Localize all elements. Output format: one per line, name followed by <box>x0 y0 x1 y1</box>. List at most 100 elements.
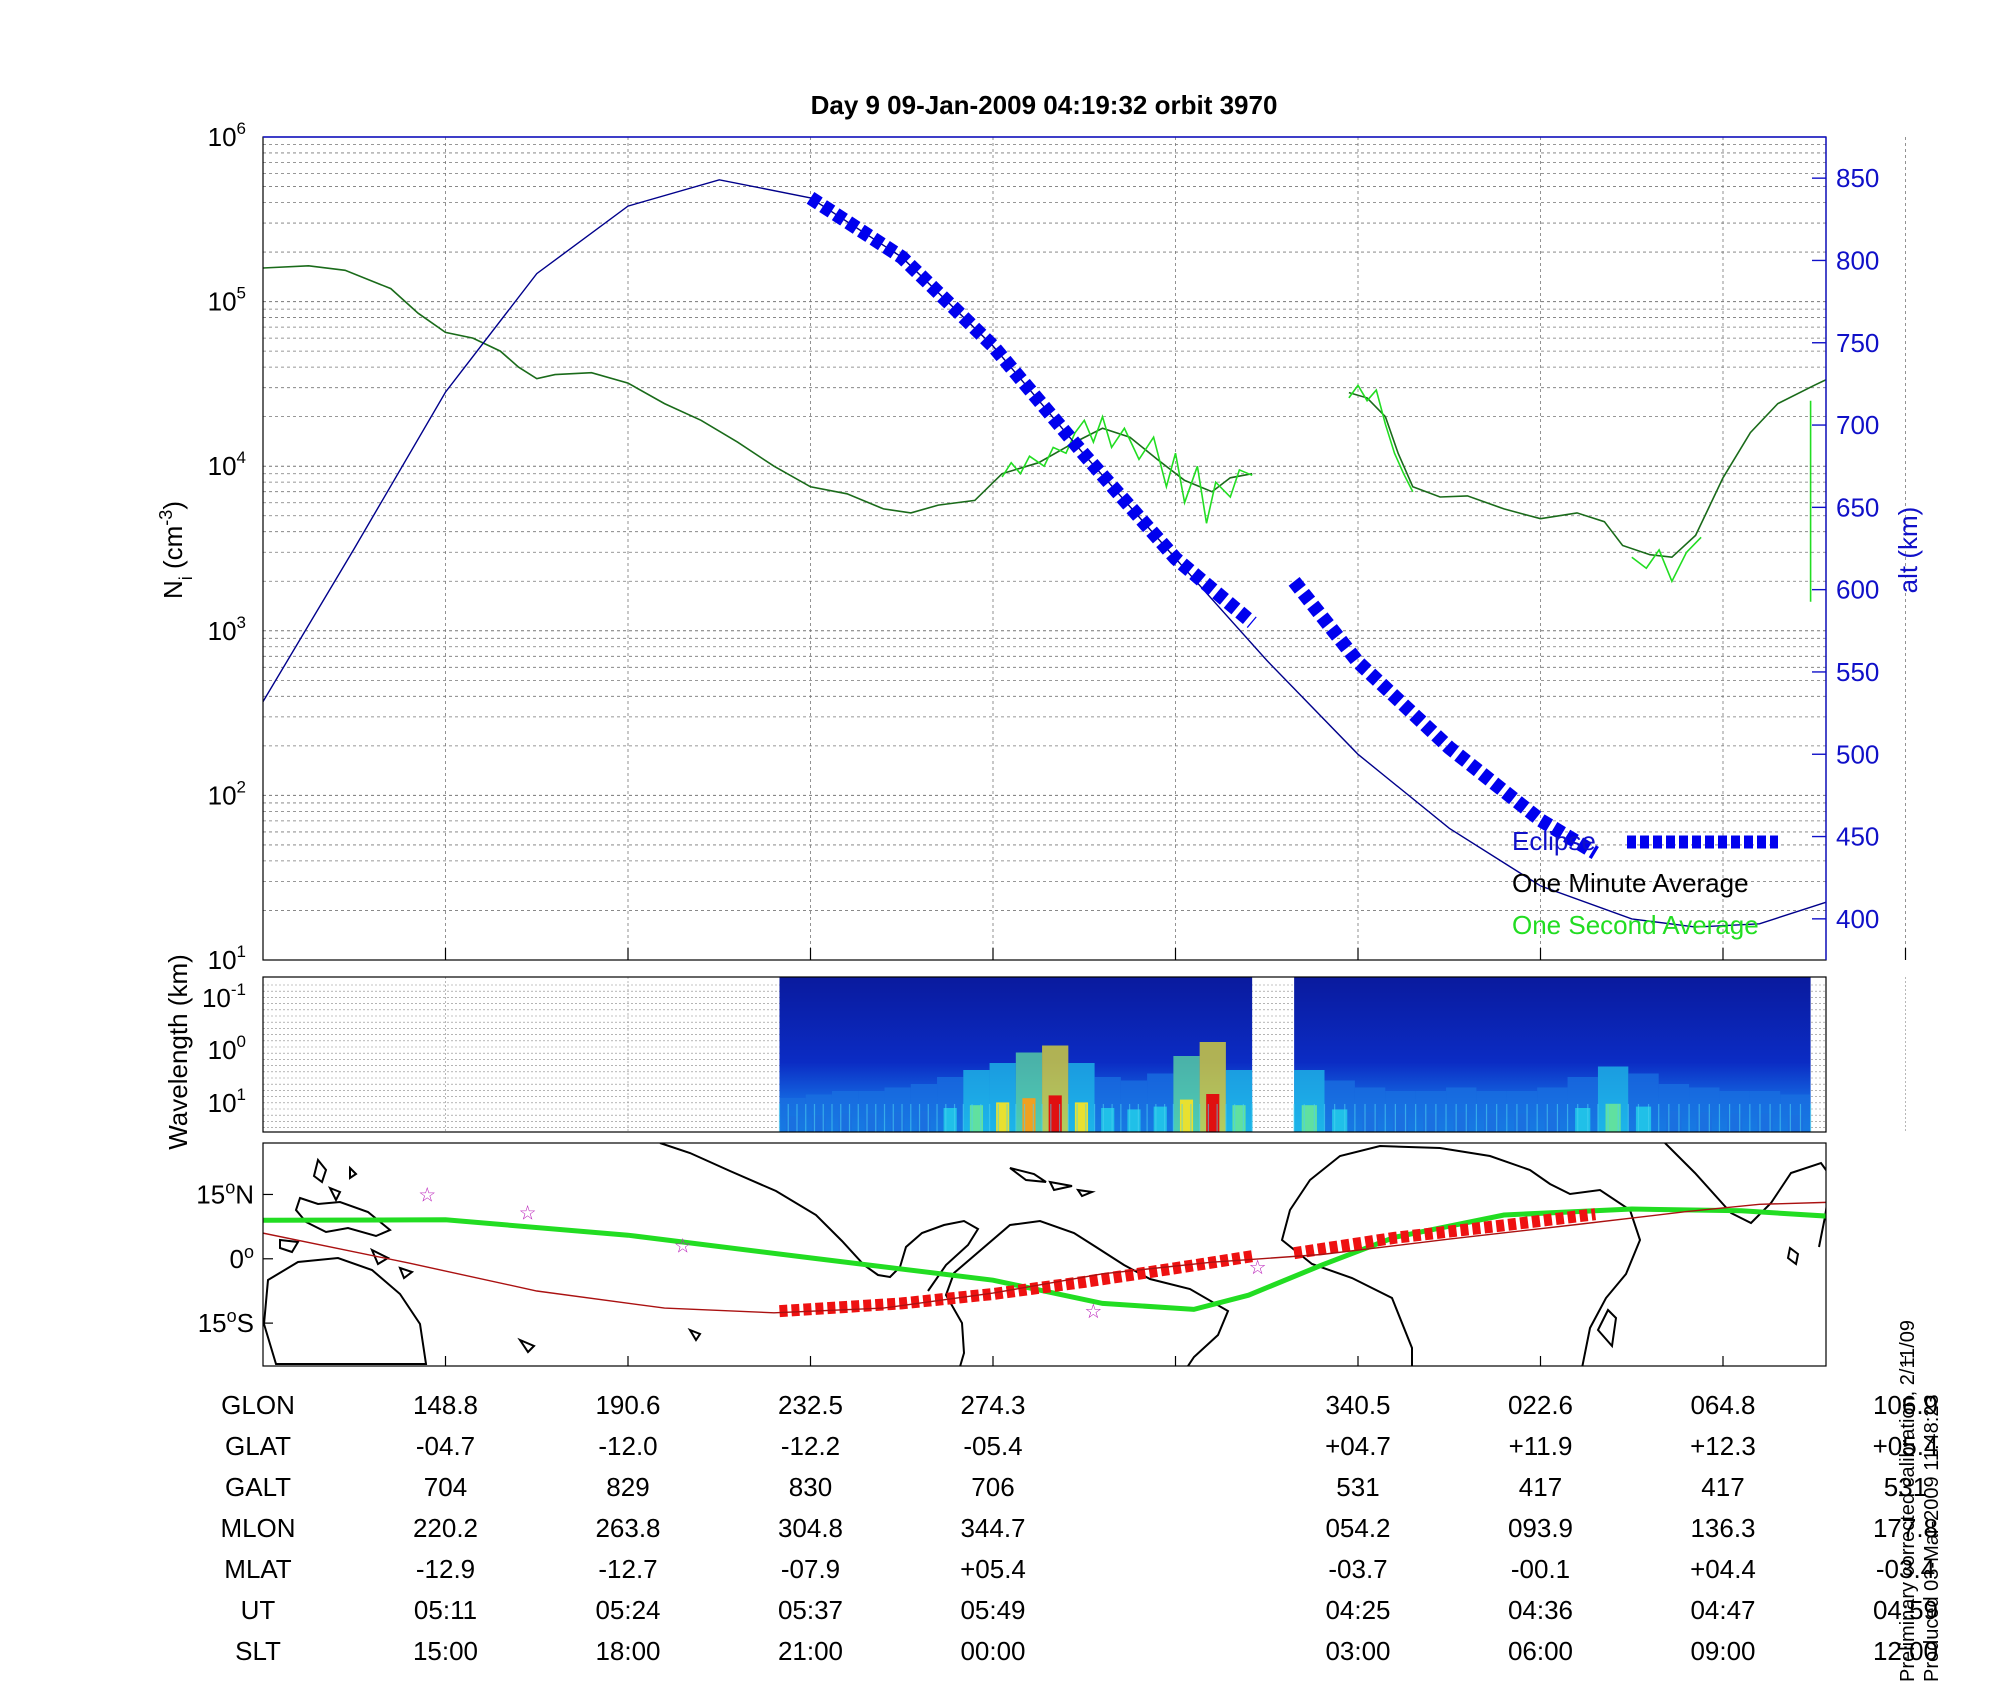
latitude-value: 15 <box>198 1308 227 1338</box>
ephemeris-cell: 03:00 <box>1325 1636 1390 1666</box>
station-star-icon: ☆ <box>519 1202 537 1224</box>
spectrogram-hotspot <box>1544 1112 1560 1132</box>
eclipse-segment <box>806 192 1257 628</box>
density-label-unit: (cm <box>158 526 188 577</box>
ephemeris-cell: 09:00 <box>1690 1636 1755 1666</box>
ephemeris-cell: 21:00 <box>778 1636 843 1666</box>
tick-exponent: -1 <box>231 980 246 999</box>
ephemeris-row-label: GLAT <box>225 1431 291 1461</box>
spectrogram-frame <box>262 976 1827 1133</box>
spectrogram-hotspot <box>891 1112 905 1132</box>
ephemeris-cell: 05:37 <box>778 1595 843 1625</box>
spectrogram-hotspot <box>1787 1115 1804 1132</box>
ephemeris-cell: -04.7 <box>416 1431 475 1461</box>
coastline-north-america <box>659 1143 980 1292</box>
ephemeris-row-label: UT <box>241 1595 276 1625</box>
spectrogram-hotspot <box>1453 1112 1469 1132</box>
spectrogram-hotspot <box>1101 1108 1115 1132</box>
ephemeris-cell: 093.9 <box>1508 1513 1573 1543</box>
one-second-average-line <box>1001 414 1253 524</box>
spectrogram-hotspot <box>917 1110 931 1132</box>
ephemeris-cell: 06:00 <box>1508 1636 1573 1666</box>
tick-base: 10 <box>208 451 237 481</box>
ephemeris-cell: -12.9 <box>416 1554 475 1584</box>
degree-symbol: o <box>244 1242 254 1262</box>
ephemeris-table: GLON 148.8 190.6 232.5 274.3 340.5 022.6 064.8 1… <box>220 1390 1938 1666</box>
ephemeris-cell: 18:00 <box>595 1636 660 1666</box>
ephemeris-cell: 417 <box>1701 1472 1744 1502</box>
tick-base: 10 <box>208 1088 237 1118</box>
ephemeris-cell: 04:47 <box>1690 1595 1755 1625</box>
ephemeris-cell: -12.2 <box>781 1431 840 1461</box>
one-second-average-line <box>1631 536 1702 584</box>
coastline-africa <box>1280 1144 1642 1366</box>
ephemeris-cell: 830 <box>789 1472 832 1502</box>
tick-base: 10 <box>208 1035 237 1065</box>
one-second-average-line <box>1348 383 1414 493</box>
spectrogram-hotspot <box>812 1115 826 1132</box>
spectrogram-hotspot <box>864 1113 878 1132</box>
density-grid <box>263 137 1907 961</box>
density-label-main: N <box>158 580 188 599</box>
spectrogram-hotspot <box>1232 1105 1246 1132</box>
altitude-tick-label: 700 <box>1836 410 1879 440</box>
density-tick-label: 105 <box>208 284 246 317</box>
coastline-new-guinea <box>294 1196 392 1238</box>
spectrogram-hotspot <box>1074 1102 1089 1132</box>
ephemeris-cell: -05.4 <box>963 1431 1022 1461</box>
ephemeris-cell: -00.1 <box>1511 1554 1570 1584</box>
altitude-tick-labels: 400 450 500 550 600 650 700 750 800 850 <box>1812 163 1879 934</box>
spectrogram-hotspot <box>1179 1099 1194 1132</box>
ephemeris-cell: 531 <box>1336 1472 1379 1502</box>
density-tick-label: 103 <box>208 613 246 646</box>
altitude-tick-label: 750 <box>1836 328 1879 358</box>
ephemeris-cell: 220.2 <box>413 1513 478 1543</box>
coastline-south-america <box>944 1219 1230 1366</box>
tick-exponent: 0 <box>237 1032 246 1051</box>
density-series <box>263 179 1826 928</box>
ephemeris-cell: 054.2 <box>1325 1513 1390 1543</box>
one-minute-average-line <box>1348 378 1826 559</box>
wavelength-tick-label: 101 <box>208 1085 246 1118</box>
spectrogram-hotspot <box>1127 1109 1141 1132</box>
tick-base: 10 <box>202 983 231 1013</box>
spectrogram-hotspot <box>1332 1109 1348 1132</box>
density-label-unit-exp: -3 <box>156 510 176 526</box>
spectrogram-hotspot <box>1666 1110 1682 1132</box>
station-markers: ☆ ☆ ☆ ☆ ☆ <box>418 1185 1266 1323</box>
spectrogram-hotspot <box>1301 1105 1317 1132</box>
degree-symbol: o <box>227 1306 237 1326</box>
spectrogram-hotspot <box>1048 1095 1062 1132</box>
density-tick-label: 104 <box>208 448 246 481</box>
hemisphere: S <box>237 1308 254 1338</box>
altitude-tick-label: 400 <box>1836 904 1879 934</box>
ephemeris-cell: 04:36 <box>1508 1595 1573 1625</box>
density-tick-label: 102 <box>208 777 246 810</box>
ephemeris-cell: 304.8 <box>778 1513 843 1543</box>
tick-exponent: 4 <box>237 448 246 467</box>
spectrogram-hotspot <box>1575 1108 1591 1132</box>
tick-exponent: 1 <box>237 942 246 961</box>
spectrogram-hotspot <box>1423 1113 1439 1132</box>
ephemeris-row-label: GLON <box>221 1390 295 1420</box>
map-tracks <box>263 1201 1826 1318</box>
ephemeris-cell: 274.3 <box>960 1390 1025 1420</box>
spectrogram-hotspot <box>943 1108 957 1132</box>
density-tick-label: 101 <box>208 942 246 975</box>
legend: Eclipse One Minute Average One Second Av… <box>1512 826 1778 940</box>
station-star-icon: ☆ <box>418 1185 436 1207</box>
ephemeris-cell: +04.4 <box>1690 1554 1756 1584</box>
ephemeris-cell: +05.4 <box>1873 1431 1939 1461</box>
spectrogram-hotspot <box>969 1105 983 1132</box>
spectrogram-hotspot <box>1696 1112 1712 1132</box>
coastline-arabia-india <box>1664 1143 1826 1248</box>
density-tick-label: 106 <box>208 119 246 152</box>
altitude-tick-label: 650 <box>1836 492 1879 522</box>
ephemeris-cell: +12.3 <box>1690 1431 1756 1461</box>
tick-base: 10 <box>208 287 237 317</box>
spectrogram-hotspot <box>1757 1113 1773 1132</box>
ephemeris-cell: 263.8 <box>595 1513 660 1543</box>
map-x-ticks <box>444 1356 1907 1366</box>
